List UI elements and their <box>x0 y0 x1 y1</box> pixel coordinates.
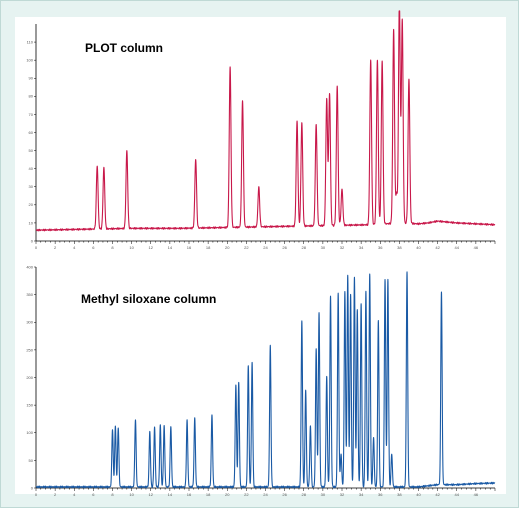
x-tick-label: 40 <box>416 245 421 250</box>
plot-column-ticks: 0 2 4 6 8 10 12 14 16 18 20 22 24 26 28 30 32 34 36 38 40 42 4… <box>26 39 496 250</box>
y-tick-label: 60 <box>29 130 34 135</box>
y-tick-label: 250 <box>26 347 33 352</box>
x-tick-label: 28 <box>302 245 307 250</box>
x-tick-label: 28 <box>302 492 307 497</box>
x-tick-label: 12 <box>149 492 154 497</box>
x-tick-label: 22 <box>244 492 249 497</box>
x-tick-label: 42 <box>435 245 440 250</box>
methyl-siloxane-panel: 0 2 4 6 8 10 12 14 16 18 20 22 24 26 28 30 32 34 36 38 40 42 4… <box>26 264 496 497</box>
y-tick-label: 70 <box>29 112 34 117</box>
figure-panel: 0 2 4 6 8 10 12 14 16 18 20 22 24 26 28 30 32 34 36 38 40 42 4… <box>15 10 506 497</box>
x-tick-label: 12 <box>149 245 154 250</box>
x-tick-label: 6 <box>92 492 95 497</box>
x-tick-label: 36 <box>378 492 383 497</box>
y-tick-label: 80 <box>29 94 34 99</box>
x-tick-label: 6 <box>92 245 95 250</box>
x-tick-label: 30 <box>321 492 326 497</box>
x-tick-label: 38 <box>397 245 402 250</box>
x-tick-label: 42 <box>435 492 440 497</box>
x-tick-label: 14 <box>168 245 173 250</box>
y-tick-label: 100 <box>26 58 33 63</box>
x-tick-label: 16 <box>187 492 192 497</box>
x-tick-label: 0 <box>35 245 38 250</box>
y-tick-label: 50 <box>29 148 34 153</box>
y-tick-label: 110 <box>27 39 34 44</box>
y-tick-label: 50 <box>29 458 34 463</box>
x-tick-label: 46 <box>474 492 479 497</box>
x-tick-label: 26 <box>282 492 287 497</box>
y-tick-label: 40 <box>29 166 34 171</box>
y-tick-label: 90 <box>29 76 34 81</box>
x-tick-label: 10 <box>129 492 134 497</box>
x-tick-label: 26 <box>282 245 287 250</box>
x-tick-label: 4 <box>73 245 76 250</box>
x-tick-label: 20 <box>225 245 230 250</box>
y-tick-label: 10 <box>29 220 34 225</box>
x-tick-label: 10 <box>129 245 134 250</box>
y-tick-label: 150 <box>26 403 33 408</box>
y-tick-label: 200 <box>26 375 33 380</box>
x-tick-label: 24 <box>263 492 268 497</box>
x-tick-label: 44 <box>455 492 460 497</box>
x-tick-label: 30 <box>321 245 326 250</box>
methyl-siloxane-title: Methyl siloxane column <box>81 292 216 306</box>
y-tick-label: 350 <box>26 292 33 297</box>
x-tick-label: 32 <box>340 245 345 250</box>
x-tick-label: 18 <box>206 245 211 250</box>
x-tick-label: 22 <box>244 245 249 250</box>
plot-column-title: PLOT column <box>85 41 163 55</box>
x-tick-label: 2 <box>54 492 57 497</box>
plot-column-panel: 0 2 4 6 8 10 12 14 16 18 20 22 24 26 28 30 32 34 36 38 40 42 4… <box>26 10 496 250</box>
x-tick-label: 2 <box>54 245 57 250</box>
x-tick-label: 32 <box>340 492 345 497</box>
y-tick-label: 100 <box>26 430 33 435</box>
x-tick-label: 16 <box>187 245 192 250</box>
x-tick-label: 24 <box>263 245 268 250</box>
x-tick-label: 14 <box>168 492 173 497</box>
y-tick-label: 0 <box>31 238 34 243</box>
plot-column-trace <box>35 10 496 232</box>
y-tick-label: 300 <box>26 320 33 325</box>
x-tick-label: 46 <box>474 245 479 250</box>
x-tick-label: 4 <box>73 492 76 497</box>
x-tick-label: 0 <box>35 492 38 497</box>
x-tick-label: 40 <box>416 492 421 497</box>
methyl-siloxane-trace <box>35 271 496 489</box>
y-tick-label: 0 <box>31 485 34 490</box>
methyl-siloxane-ticks: 0 2 4 6 8 10 12 14 16 18 20 22 24 26 28 30 32 34 36 38 40 42 4… <box>26 264 496 497</box>
chromatogram-figure: 0 2 4 6 8 10 12 14 16 18 20 22 24 26 28 30 32 34 36 38 40 42 4… <box>26 10 496 497</box>
y-tick-label: 20 <box>29 202 34 207</box>
x-tick-label: 20 <box>225 492 230 497</box>
x-tick-label: 18 <box>206 492 211 497</box>
x-tick-label: 36 <box>378 245 383 250</box>
x-tick-label: 44 <box>455 245 460 250</box>
x-tick-label: 38 <box>397 492 402 497</box>
y-tick-label: 400 <box>26 264 33 269</box>
x-tick-label: 8 <box>111 245 114 250</box>
x-tick-label: 34 <box>359 245 364 250</box>
x-tick-label: 34 <box>359 492 364 497</box>
y-tick-label: 30 <box>29 184 34 189</box>
x-tick-label: 8 <box>111 492 114 497</box>
